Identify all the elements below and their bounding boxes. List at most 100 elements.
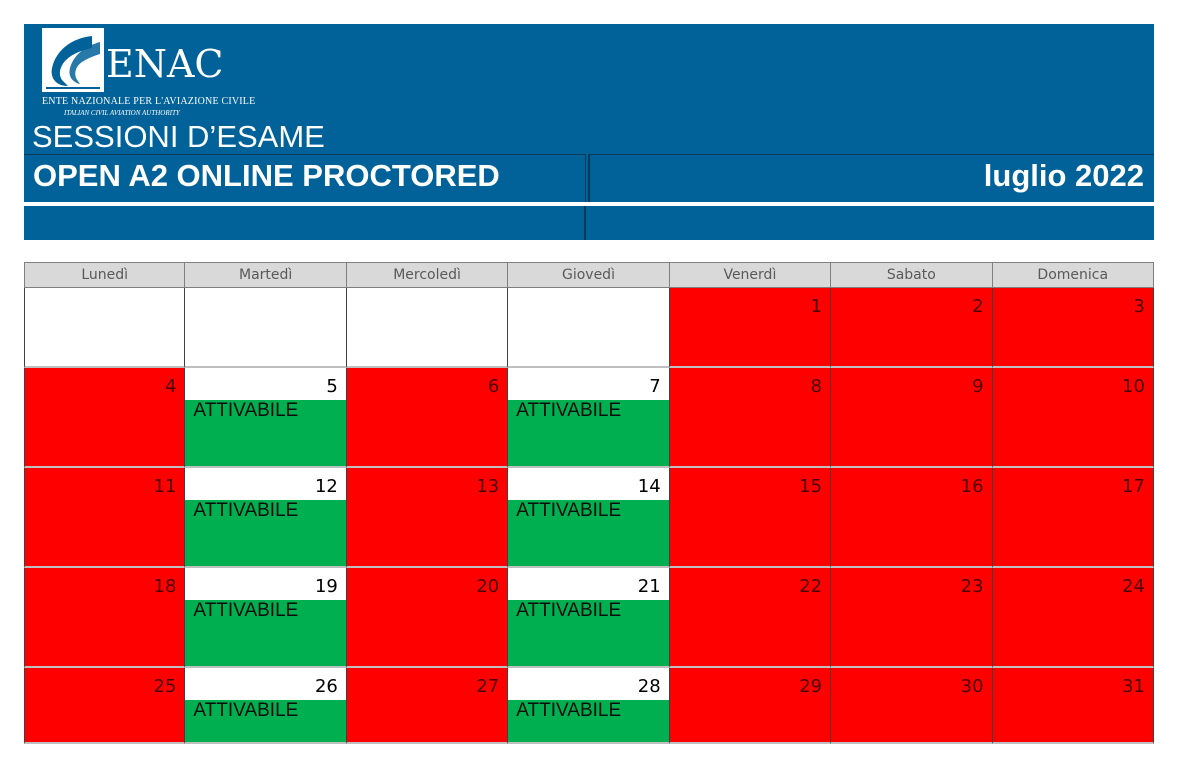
empty-header-cell-right [588, 206, 1154, 240]
weekday-header: Martedì [185, 262, 347, 288]
day-number: 25 [153, 676, 177, 697]
empty-day-cell [24, 288, 186, 368]
unavailable-day-cell: 6 [346, 368, 509, 468]
header-divider [24, 202, 1154, 206]
unavailable-day-cell: 30 [831, 668, 993, 744]
day-number: 23 [960, 576, 984, 597]
day-number: 31 [1122, 676, 1145, 697]
calendar-grid: Lunedì Martedì Mercoledì Giovedì Venerdì Saba… [24, 262, 1154, 744]
day-number: 5 [326, 376, 338, 397]
day-number: 24 [1122, 576, 1145, 597]
logo-subtitle-english: ITALIAN CIVIL AVIATION AUTHORITY [64, 109, 180, 117]
available-day-cell: 5 ATTIVABILE [185, 368, 347, 468]
exam-title: OPEN A2 ONLINE PROCTORED [33, 158, 500, 193]
available-day-cell: 7 ATTIVABILE [508, 368, 670, 468]
calendar-week-row: 18 19 ATTIVABILE 20 21 ATTIVABILE 22 23 24 [24, 568, 1154, 668]
day-number-band [185, 668, 346, 700]
day-number: 9 [972, 376, 984, 397]
day-number: 4 [164, 376, 177, 397]
calendar-week-row: 1 2 3 [24, 288, 1154, 368]
unavailable-day-cell: 27 [346, 668, 509, 744]
day-number: 17 [1122, 476, 1145, 497]
day-number: 8 [810, 376, 823, 397]
day-number: 21 [637, 576, 661, 597]
unavailable-day-cell: 9 [831, 368, 993, 468]
day-number: 30 [960, 676, 984, 697]
day-number: 22 [799, 576, 823, 597]
empty-day-cell [346, 288, 509, 368]
availability-label: ATTIVABILE [516, 400, 622, 421]
unavailable-day-cell: 3 [992, 288, 1154, 368]
unavailable-day-cell: 29 [669, 668, 832, 744]
day-number: 10 [1122, 376, 1145, 397]
day-number: 14 [637, 476, 661, 497]
day-number: 7 [649, 376, 661, 397]
title-cell [24, 154, 586, 202]
day-number-band [508, 568, 669, 600]
available-day-cell: 26 ATTIVABILE [185, 668, 347, 744]
empty-day-cell [508, 288, 670, 368]
empty-day-cell [185, 288, 347, 368]
available-day-cell: 21 ATTIVABILE [508, 568, 670, 668]
weekday-header: Venerdì [669, 262, 832, 288]
available-day-cell: 19 ATTIVABILE [185, 568, 347, 668]
calendar-week-row: 11 12 ATTIVABILE 13 14 ATTIVABILE 15 16 17 [24, 468, 1154, 568]
calendar-week-row: 25 26 ATTIVABILE 27 28 ATTIVABILE 29 30 31 [24, 668, 1154, 744]
unavailable-day-cell: 17 [992, 468, 1154, 568]
availability-label: ATTIVABILE [516, 700, 622, 721]
day-number: 1 [810, 296, 823, 317]
header-banner: ENAC ENTE NAZIONALE PER L'AVIAZIONE CIVI… [24, 24, 1154, 240]
day-number: 28 [637, 676, 661, 697]
day-number-band [508, 368, 669, 400]
unavailable-day-cell: 22 [669, 568, 832, 668]
day-number: 27 [476, 676, 500, 697]
unavailable-day-cell: 18 [24, 568, 186, 668]
availability-label: ATTIVABILE [516, 600, 622, 621]
availability-label: ATTIVABILE [193, 400, 299, 421]
day-number-band [185, 468, 346, 500]
unavailable-day-cell: 31 [992, 668, 1154, 744]
available-day-cell: 28 ATTIVABILE [508, 668, 670, 744]
available-day-cell: 14 ATTIVABILE [508, 468, 670, 568]
month-label: luglio 2022 [983, 158, 1144, 193]
availability-label: ATTIVABILE [193, 500, 299, 521]
enac-logo-icon [42, 28, 104, 92]
unavailable-day-cell: 16 [831, 468, 993, 568]
day-number: 20 [476, 576, 500, 597]
availability-label: ATTIVABILE [193, 700, 299, 721]
month-cell [588, 154, 1154, 202]
unavailable-day-cell: 15 [669, 468, 832, 568]
day-number-band [508, 468, 669, 500]
unavailable-day-cell: 11 [24, 468, 186, 568]
unavailable-day-cell: 1 [669, 288, 832, 368]
logo-wordmark: ENAC [106, 42, 224, 86]
available-day-cell: 12 ATTIVABILE [185, 468, 347, 568]
unavailable-day-cell: 4 [24, 368, 186, 468]
unavailable-day-cell: 13 [346, 468, 509, 568]
calendar-week-row: 4 5 ATTIVABILE 6 7 ATTIVABILE 8 9 10 [24, 368, 1154, 468]
day-number: 13 [476, 476, 500, 497]
sessions-title: SESSIONI D’ESAME [32, 119, 325, 154]
unavailable-day-cell: 25 [24, 668, 186, 744]
day-number: 16 [960, 476, 984, 497]
day-number: 3 [1133, 296, 1145, 317]
weekday-header: Giovedì [508, 262, 670, 288]
day-number: 12 [314, 476, 338, 497]
weekday-header-row: Lunedì Martedì Mercoledì Giovedì Venerdì Saba… [24, 262, 1154, 288]
day-number: 29 [799, 676, 823, 697]
unavailable-day-cell: 10 [992, 368, 1154, 468]
day-number: 6 [487, 376, 500, 397]
weekday-header: Domenica [992, 262, 1154, 288]
unavailable-day-cell: 20 [346, 568, 509, 668]
weekday-header: Lunedì [24, 262, 186, 288]
day-number: 19 [314, 576, 338, 597]
day-number: 26 [314, 676, 338, 697]
weekday-header: Mercoledì [346, 262, 509, 288]
weekday-header: Sabato [831, 262, 993, 288]
unavailable-day-cell: 24 [992, 568, 1154, 668]
enac-logo: ENAC ENTE NAZIONALE PER L'AVIAZIONE CIVI… [42, 28, 255, 124]
unavailable-day-cell: 2 [831, 288, 993, 368]
day-number-band [185, 568, 346, 600]
day-number-band [508, 668, 669, 700]
availability-label: ATTIVABILE [193, 600, 299, 621]
